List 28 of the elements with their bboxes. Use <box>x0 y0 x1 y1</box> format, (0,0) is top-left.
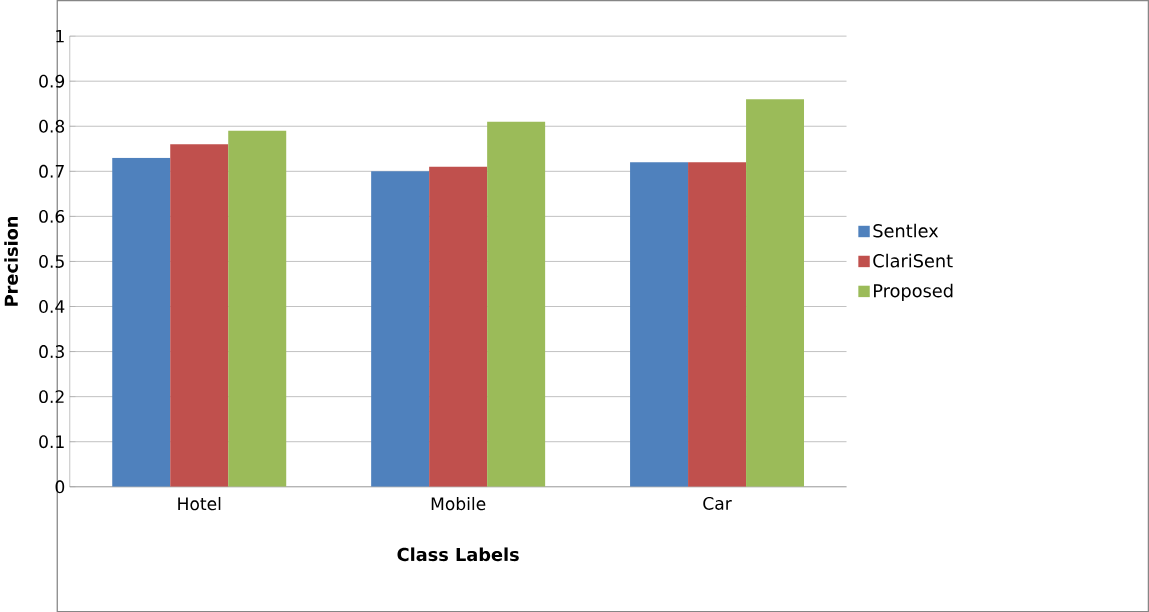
y-tick-label: 0.7 <box>39 164 64 178</box>
y-tick-label: 0.6 <box>39 209 65 223</box>
bar <box>112 157 171 487</box>
x-tick-label: Car <box>703 496 732 510</box>
y-tick-label: 0.4 <box>39 299 65 313</box>
y-tick-label: 1 <box>56 29 64 43</box>
legend-label: Sentlex <box>873 223 939 238</box>
bar <box>630 162 689 487</box>
bar <box>429 166 488 487</box>
legend-label: ClariSent <box>873 253 953 268</box>
legend-label: Proposed <box>874 283 953 301</box>
y-tick-label: 0.1 <box>39 435 64 449</box>
bar <box>688 162 747 487</box>
bar <box>228 130 287 487</box>
y-tick-label: 0.9 <box>39 74 65 88</box>
x-tick-label: Hotel <box>178 496 221 511</box>
x-axis-title: Class Labels <box>397 547 519 562</box>
bar <box>746 99 805 487</box>
bar <box>487 121 546 487</box>
y-tick-label: 0.5 <box>39 254 64 268</box>
bar <box>371 171 430 487</box>
y-tick-label: 0 <box>55 480 65 494</box>
y-tick-label: 0.2 <box>39 390 64 403</box>
y-tick-label: 0.3 <box>39 344 64 358</box>
y-tick-label: 0.8 <box>39 119 65 133</box>
x-tick-label: Mobile <box>431 496 486 511</box>
bar <box>170 144 229 487</box>
y-axis-title: Precision <box>4 216 18 306</box>
